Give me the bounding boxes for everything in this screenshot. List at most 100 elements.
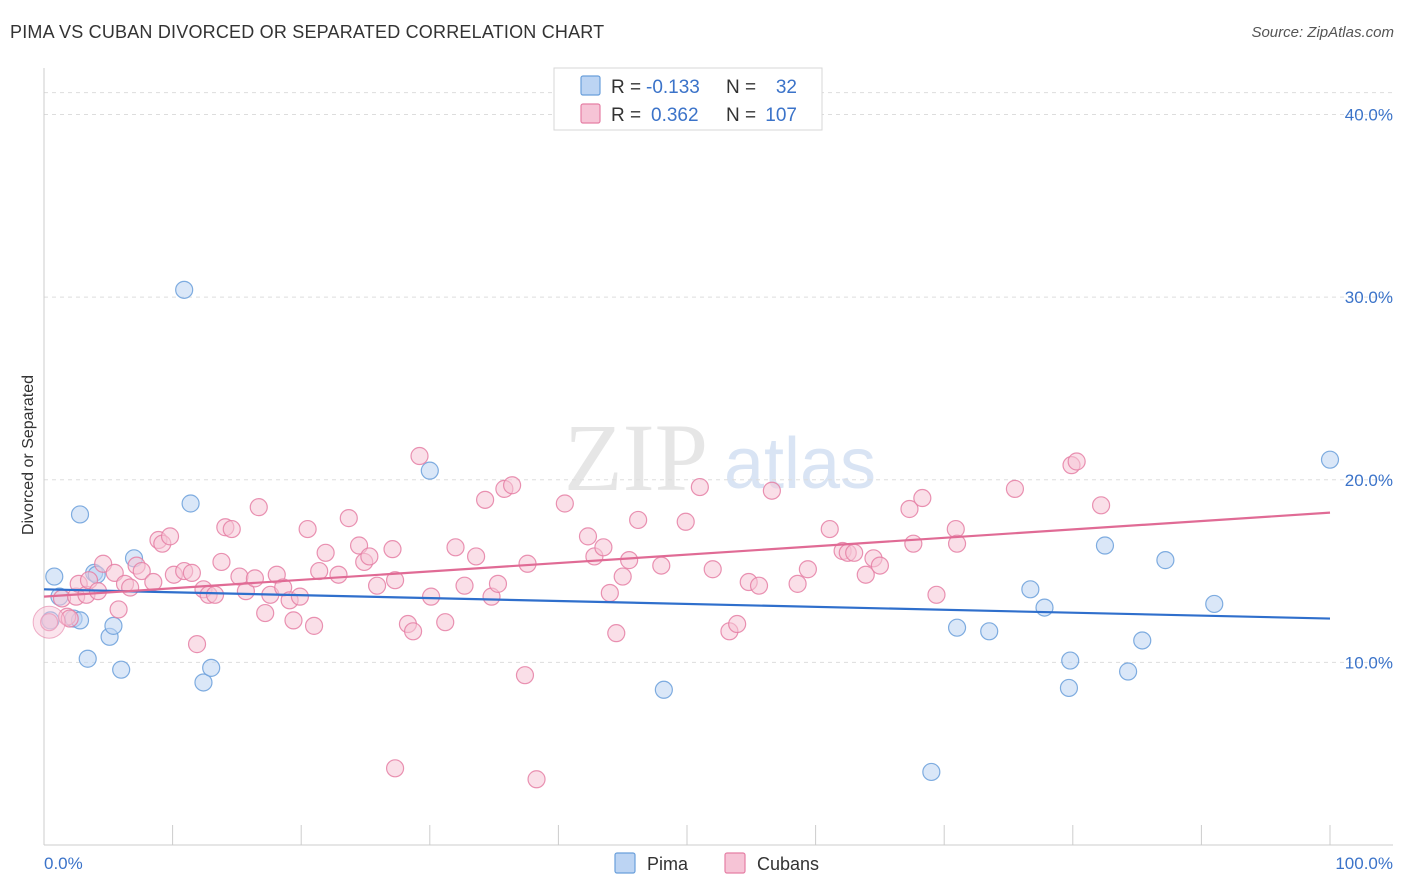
y-tick-label-40: 40.0%: [1345, 106, 1393, 125]
point-cubans-74: [607, 624, 626, 643]
point-cubans-22: [182, 563, 201, 582]
point-pima-20: [947, 618, 967, 637]
point-cubans-80: [690, 477, 709, 497]
point-cubans-44: [316, 543, 335, 562]
chart-source: Source: ZipAtlas.com: [1251, 24, 1394, 41]
bottom-legend-swatch-cubans: [724, 852, 746, 874]
bottom-legend: Pima Cubans: [614, 852, 819, 874]
point-cubans-101: [947, 534, 967, 553]
point-pima-29: [1156, 551, 1175, 570]
watermark-zip: ZIP: [564, 404, 708, 511]
legend-swatch-cubans: [580, 103, 601, 124]
watermark-atlas: atlas: [724, 424, 876, 504]
point-cubans-75: [613, 567, 632, 586]
point-cubans-69: [555, 494, 574, 513]
legend-r-label-cubans: R =: [611, 105, 641, 126]
bottom-legend-swatch-pima: [614, 852, 636, 874]
point-cubans-39: [284, 611, 303, 630]
chart-title: PIMA VS CUBAN DIVORCED OR SEPARATED CORR…: [10, 22, 605, 42]
point-pima-5: [70, 505, 90, 524]
point-cubans-93: [856, 565, 875, 584]
point-cubans-89: [820, 519, 839, 539]
point-cubans-60: [466, 547, 486, 566]
point-pima-30: [1205, 594, 1224, 614]
trend-line-cubans: [43, 511, 1331, 598]
legend-r-value-pima: -0.133: [646, 77, 700, 98]
point-cubans-99: [927, 585, 946, 604]
point-pima-10: [104, 616, 123, 635]
point-cubans-16: [144, 572, 163, 592]
point-cubans-83: [728, 614, 747, 634]
point-pima-27: [1118, 662, 1138, 681]
point-pima-23: [1035, 598, 1054, 617]
point-pima-13: [175, 280, 194, 299]
point-cubans-76: [620, 551, 639, 570]
point-cubans-cluster: [32, 605, 66, 639]
point-pima-16: [202, 658, 221, 677]
legend-n-value-cubans: 107: [765, 105, 797, 126]
point-pima-25: [1059, 678, 1079, 698]
point-cubans-11: [109, 600, 128, 619]
point-cubans-26: [205, 585, 225, 604]
legend-r-label-pima: R =: [611, 77, 641, 98]
y-tick-label-10: 10.0%: [1345, 653, 1393, 672]
point-pima-28: [1133, 631, 1152, 650]
point-pima-21: [980, 622, 999, 641]
point-cubans-13: [121, 578, 140, 597]
point-cubans-46: [339, 509, 358, 528]
bottom-legend-label-cubans: Cubans: [757, 854, 819, 874]
point-cubans-45: [329, 565, 348, 584]
point-pima-22: [1021, 580, 1040, 599]
legend-r-value-cubans: 0.362: [651, 105, 699, 126]
y-tick-label-30: 30.0%: [1345, 288, 1393, 307]
y-axis-title: Divorced or Separated: [20, 375, 37, 535]
point-cubans-81: [703, 560, 722, 579]
point-pima-18: [654, 680, 673, 699]
point-pima-19: [922, 762, 941, 782]
point-cubans-54: [403, 622, 423, 641]
point-pima-14: [181, 494, 200, 513]
point-cubans-98: [913, 488, 932, 508]
point-cubans-85: [749, 576, 769, 595]
legend-box: R = -0.133 N = 32 R = 0.362 N = 107: [553, 67, 823, 131]
point-cubans-0: [40, 613, 59, 632]
point-cubans-52: [385, 571, 405, 590]
point-cubans-87: [788, 574, 807, 593]
point-cubans-42: [304, 616, 324, 635]
point-cubans-29: [222, 519, 241, 539]
point-cubans-55: [410, 446, 429, 466]
point-pima-17: [420, 461, 439, 480]
point-pima-1: [45, 567, 64, 586]
point-cubans-96: [900, 499, 919, 519]
point-cubans-57: [436, 613, 455, 632]
point-cubans-34: [256, 603, 275, 623]
point-cubans-66: [515, 666, 535, 685]
x-tick-label-0: 0.0%: [44, 854, 83, 873]
point-cubans-49: [360, 547, 379, 566]
point-cubans-51: [383, 540, 402, 559]
point-cubans-73: [600, 583, 619, 603]
point-cubans-95: [870, 556, 890, 575]
point-cubans-106: [385, 759, 405, 778]
point-pima-31: [1320, 450, 1340, 469]
point-cubans-59: [455, 576, 474, 595]
point-cubans-27: [212, 552, 231, 572]
point-cubans-43: [310, 561, 329, 581]
point-cubans-63: [488, 574, 508, 593]
point-cubans-79: [676, 512, 695, 531]
legend-n-label-pima: N =: [726, 77, 756, 98]
y-tick-label-20: 20.0%: [1345, 471, 1393, 490]
legend-swatch-pima: [580, 75, 601, 96]
point-pima-11: [112, 660, 131, 679]
point-cubans-88: [798, 560, 817, 579]
point-cubans-50: [367, 576, 387, 595]
point-cubans-58: [446, 538, 465, 557]
point-pima-26: [1095, 536, 1115, 555]
bottom-legend-label-pima: Pima: [647, 854, 689, 874]
point-pima-6: [78, 649, 97, 668]
point-cubans-40: [290, 587, 310, 606]
trend-line-pima: [43, 588, 1331, 620]
point-cubans-15: [132, 561, 151, 581]
point-cubans-41: [298, 519, 317, 539]
